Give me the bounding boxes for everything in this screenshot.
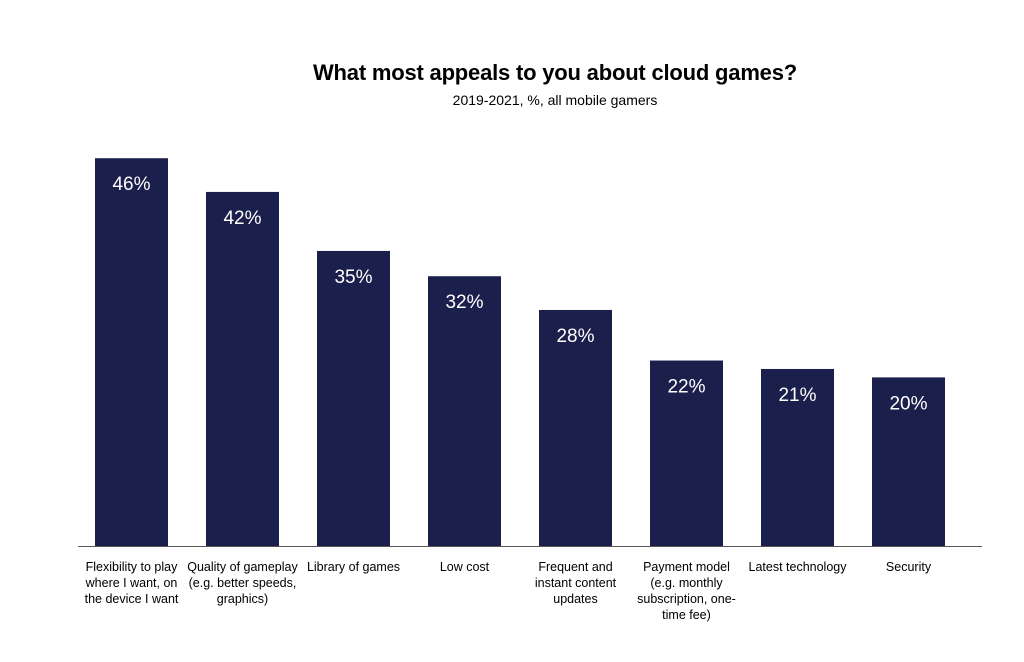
data-label: 20% [889, 393, 927, 414]
bar [95, 158, 168, 546]
bar [650, 360, 723, 546]
bar [428, 276, 501, 546]
chart-title: What most appeals to you about cloud gam… [312, 60, 797, 85]
category-label: Latest technology [748, 560, 847, 574]
category-label: Flexibility to play where I want, on the… [84, 560, 179, 606]
data-label: 21% [778, 385, 816, 406]
data-label: 32% [445, 292, 483, 313]
bar [539, 309, 612, 546]
chart-subtitle: 2019-2021, %, all mobile gamers [452, 92, 658, 108]
data-label: 42% [223, 208, 261, 229]
bar [872, 377, 945, 546]
data-label: 35% [334, 267, 372, 288]
data-label: 28% [556, 326, 594, 347]
category-label: Payment model (e.g. monthly subscription… [637, 560, 736, 622]
data-label: 22% [667, 377, 705, 398]
data-label: 46% [112, 174, 150, 195]
bar [317, 250, 390, 546]
category-label: Quality of gameplay (e.g. better speeds,… [187, 560, 298, 606]
category-label: Frequent and instant content updates [534, 560, 617, 606]
category-label: Security [885, 560, 932, 574]
bar [761, 368, 834, 546]
category-label: Low cost [439, 560, 490, 574]
category-label: Library of games [306, 560, 401, 574]
bar [206, 191, 279, 546]
